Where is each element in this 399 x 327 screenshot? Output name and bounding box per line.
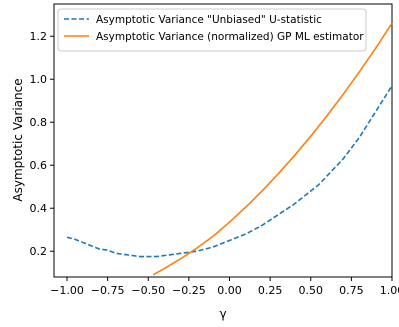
legend-label-2: Asymptotic Variance (normalized) GP ML e… [96, 31, 364, 43]
series-line-2 [152, 22, 393, 276]
y-tick-label: 0.6 [30, 159, 48, 172]
x-axis: −1.00 −0.75 −0.50 −0.25 0.00 0.25 0.50 0.75 1.00 [50, 277, 399, 297]
y-tick-label: 1.2 [30, 30, 48, 43]
x-tick-label: 0.25 [258, 284, 283, 297]
legend-box [57, 8, 367, 52]
x-tick-label: −0.25 [172, 284, 206, 297]
legend: Asymptotic Variance "Unbiased" U-statist… [57, 8, 367, 52]
x-tick-label: 0.50 [299, 284, 324, 297]
series-layer [66, 22, 393, 276]
series-line-1 [66, 85, 393, 258]
y-axis: 0.2 0.4 0.6 0.8 1.0 1.2 [30, 30, 54, 258]
legend-label-1: Asymptotic Variance "Unbiased" U-statist… [96, 14, 322, 26]
x-tick-label: −0.75 [91, 284, 125, 297]
x-tick-label: −1.00 [50, 284, 84, 297]
y-tick-label: 0.8 [30, 116, 48, 129]
y-axis-label: Asymptotic Variance [11, 78, 25, 201]
y-tick-label: 0.2 [30, 245, 48, 258]
x-tick-label: 1.00 [380, 284, 399, 297]
x-tick-label: 0.75 [339, 284, 364, 297]
y-tick-label: 1.0 [30, 73, 48, 86]
x-tick-label: 0.00 [217, 284, 242, 297]
x-axis-label: γ [219, 307, 226, 321]
y-tick-label: 0.4 [30, 202, 48, 215]
x-tick-label: −0.50 [131, 284, 165, 297]
